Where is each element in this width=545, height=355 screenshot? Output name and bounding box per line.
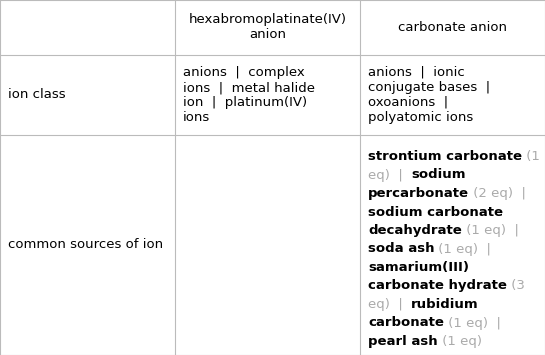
Text: (1 eq)  |: (1 eq) |	[462, 224, 519, 237]
Text: carbonate anion: carbonate anion	[398, 21, 507, 34]
Text: sodium: sodium	[411, 169, 466, 181]
Text: percarbonate: percarbonate	[368, 187, 469, 200]
Text: rubidium: rubidium	[411, 298, 479, 311]
Text: pearl ash: pearl ash	[368, 335, 438, 348]
Text: anions  |  complex
ions  |  metal halide
ion  |  platinum(IV)
ions: anions | complex ions | metal halide ion…	[183, 66, 315, 124]
Text: (2 eq)  |: (2 eq) |	[469, 187, 526, 200]
Text: (3: (3	[507, 279, 525, 293]
Text: decahydrate: decahydrate	[368, 224, 462, 237]
Text: eq)  |: eq) |	[368, 298, 411, 311]
Text: sodium carbonate: sodium carbonate	[368, 206, 503, 218]
Text: hexabromoplatinate(IV)
anion: hexabromoplatinate(IV) anion	[189, 13, 347, 42]
Text: strontium carbonate: strontium carbonate	[368, 150, 522, 163]
Text: carbonate hydrate: carbonate hydrate	[368, 279, 507, 293]
Text: samarium(III): samarium(III)	[368, 261, 469, 274]
Text: soda ash: soda ash	[368, 242, 434, 256]
Text: common sources of ion: common sources of ion	[8, 239, 163, 251]
Text: anions  |  ionic
conjugate bases  |
oxoanions  |
polyatomic ions: anions | ionic conjugate bases | oxoanio…	[368, 66, 490, 124]
Text: (1 eq): (1 eq)	[438, 335, 482, 348]
Text: ion class: ion class	[8, 88, 65, 102]
Text: (1 eq)  |: (1 eq) |	[444, 317, 501, 329]
Text: (1 eq)  |: (1 eq) |	[434, 242, 492, 256]
Text: (1: (1	[522, 150, 540, 163]
Text: eq)  |: eq) |	[368, 169, 411, 181]
Text: carbonate: carbonate	[368, 317, 444, 329]
